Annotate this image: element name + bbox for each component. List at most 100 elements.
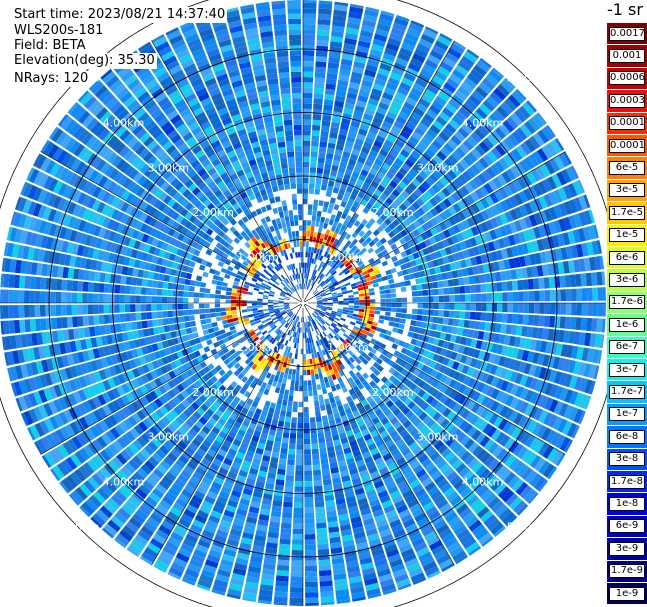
range-gate-cell xyxy=(311,319,316,325)
range-gate-cell xyxy=(290,427,297,434)
range-gate-cell xyxy=(182,297,189,303)
range-gate-cell xyxy=(289,433,297,439)
range-gate-cell xyxy=(406,474,418,485)
range-gate-cell xyxy=(257,519,269,527)
range-gate-cell xyxy=(234,384,242,392)
range-gate-cell xyxy=(280,533,291,540)
range-gate-cell xyxy=(310,427,317,434)
range-gate-cell xyxy=(203,564,217,574)
range-gate-cell xyxy=(159,499,172,511)
range-gate-cell xyxy=(432,338,440,346)
range-gate-cell xyxy=(312,358,316,364)
range-gate-cell xyxy=(287,373,292,380)
range-gate-cell xyxy=(119,294,125,303)
range-gate-cell xyxy=(379,494,391,504)
range-gate-cell xyxy=(226,287,233,292)
range-gate-cell xyxy=(345,338,351,344)
range-gate-cell xyxy=(13,274,20,289)
range-gate-cell xyxy=(425,395,435,405)
range-gate-cell xyxy=(329,397,336,404)
range-gate-cell xyxy=(208,515,221,524)
range-gate-cell xyxy=(294,321,297,327)
range-gate-cell xyxy=(447,541,461,553)
range-gate-cell xyxy=(456,363,465,373)
range-gate-cell xyxy=(268,467,277,474)
range-gate-cell xyxy=(436,415,446,425)
range-gate-cell xyxy=(430,388,440,398)
range-gate-cell xyxy=(292,401,298,407)
range-gate-cell xyxy=(289,172,296,179)
range-gate-cell xyxy=(167,282,174,290)
range-gate-cell xyxy=(471,461,483,473)
range-gate-cell xyxy=(271,419,279,426)
range-gate-cell xyxy=(397,538,410,548)
range-gate-cell xyxy=(319,339,324,345)
range-gate-cell xyxy=(393,350,401,357)
range-gate-cell xyxy=(388,367,396,375)
range-gate-cell xyxy=(275,174,283,181)
range-gate-cell xyxy=(270,510,281,518)
range-gate-cell xyxy=(463,423,473,434)
range-gate-cell xyxy=(538,410,549,424)
range-gate-cell xyxy=(277,141,286,148)
range-gate-cell xyxy=(576,346,584,361)
range-gate-cell xyxy=(45,291,51,303)
range-gate-cell xyxy=(369,303,376,307)
range-gate-cell xyxy=(317,157,325,164)
range-gate-cell xyxy=(484,410,495,422)
range-gate-cell xyxy=(303,236,306,242)
range-gate-cell xyxy=(330,467,339,474)
range-gate-cell xyxy=(198,430,208,439)
range-gate-cell xyxy=(317,162,325,169)
range-gate-cell xyxy=(303,428,310,434)
range-gate-cell xyxy=(560,344,569,357)
range-gate-cell xyxy=(481,384,491,395)
range-gate-cell xyxy=(417,334,424,341)
range-gate-cell xyxy=(66,304,72,316)
range-gate-cell xyxy=(231,310,237,315)
range-gate-cell xyxy=(284,130,293,137)
range-gate-cell xyxy=(162,289,168,296)
range-gate-cell xyxy=(168,486,180,497)
range-gate-cell xyxy=(496,313,503,323)
range-gate-cell xyxy=(475,464,487,477)
range-gate-cell xyxy=(2,305,9,319)
range-gate-cell xyxy=(303,119,312,125)
range-gate-cell xyxy=(409,479,421,489)
range-gate-cell xyxy=(197,579,212,589)
range-gate-cell xyxy=(288,368,293,375)
range-gate-cell xyxy=(323,222,328,229)
range-gate-cell xyxy=(82,315,89,327)
range-gate-cell xyxy=(314,373,320,380)
range-gate-cell xyxy=(307,204,313,210)
range-gate-cell xyxy=(0,240,4,256)
range-gate-cell xyxy=(240,602,256,606)
range-gate-cell xyxy=(350,586,365,594)
range-gate-cell xyxy=(396,303,402,308)
range-gate-cell xyxy=(514,336,521,348)
range-gate-cell xyxy=(370,470,380,479)
range-gate-cell xyxy=(326,353,331,360)
range-gate-cell xyxy=(319,320,325,326)
range-gate-cell xyxy=(303,198,308,205)
range-gate-cell xyxy=(465,541,480,554)
range-gate-cell xyxy=(387,514,400,524)
range-gate-cell xyxy=(271,338,277,345)
range-gate-cell xyxy=(562,358,571,372)
range-gate-cell xyxy=(391,395,400,404)
range-gate-cell xyxy=(447,515,461,527)
range-gate-cell xyxy=(280,383,286,390)
range-gate-cell xyxy=(206,323,213,329)
range-gate-cell xyxy=(352,409,360,418)
range-gate-cell xyxy=(345,429,354,437)
range-gate-cell xyxy=(292,103,302,110)
range-gate-cell xyxy=(246,516,258,525)
range-gate-cell xyxy=(223,509,235,518)
range-gate-cell xyxy=(289,34,302,41)
range-gate-cell xyxy=(92,293,99,303)
range-gate-cell xyxy=(361,512,373,521)
range-gate-cell xyxy=(433,494,446,505)
range-gate-cell xyxy=(366,0,382,8)
range-gate-cell xyxy=(295,151,302,157)
range-gate-cell xyxy=(326,341,331,348)
